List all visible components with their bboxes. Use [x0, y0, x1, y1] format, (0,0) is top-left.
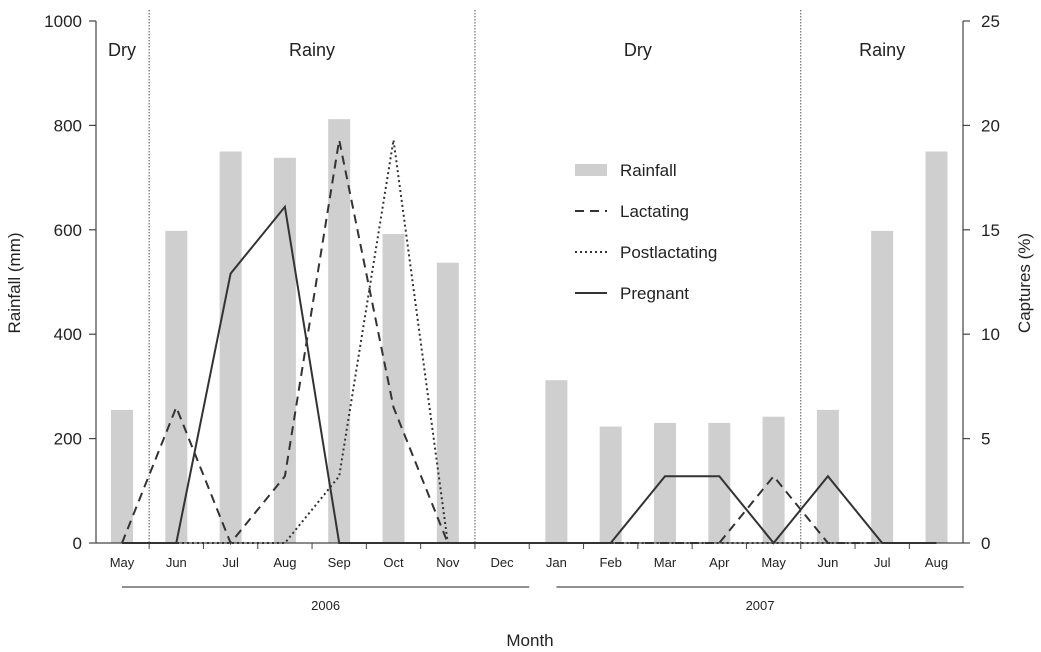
y-axis-right-tick-label: 0: [981, 534, 990, 553]
rainfall-bar: [708, 422, 731, 543]
legend-label: Postlactating: [620, 243, 717, 262]
legend-label: Pregnant: [620, 284, 689, 303]
y-axis-left-tick-label: 800: [54, 116, 82, 135]
y-axis-left-tick-label: 400: [54, 325, 82, 344]
season-label: Dry: [624, 40, 652, 60]
y-axis-left-tick-label: 600: [54, 221, 82, 240]
labels: Dry Rainy Dry Rainy: [108, 40, 905, 60]
year-label: 2007: [746, 598, 775, 613]
x-axis-tick-label: Nov: [436, 555, 460, 570]
rainfall-bars: [111, 119, 948, 544]
x-axis-tick-label: Jun: [817, 555, 838, 570]
axes: 0 200 400 600 800 1000 0 5 10 15 20 25 May Jun Jul Aug S…: [44, 12, 1000, 613]
season-label: Rainy: [289, 40, 335, 60]
rainfall-bar: [545, 380, 568, 543]
x-axis-tick-label: Aug: [273, 555, 296, 570]
x-axis-tick-label: Sep: [328, 555, 351, 570]
y-axis-right-tick-label: 15: [981, 221, 1000, 240]
season-dividers: [148, 10, 802, 543]
y-axis-right-title: Captures (%): [1015, 233, 1034, 333]
rainfall-bar: [436, 262, 459, 543]
x-axis-tick-label: Jan: [546, 555, 567, 570]
series-line-postlactating: [122, 139, 937, 544]
y-axis-right-tick-label: 25: [981, 12, 1000, 31]
y-axis-right-tick-label: 10: [981, 325, 1000, 344]
rainfall-bar: [165, 230, 188, 543]
x-axis-tick-label: Mar: [654, 555, 677, 570]
legend-swatch-rainfall: [575, 164, 607, 176]
x-axis-tick-label: Feb: [599, 555, 621, 570]
series-line-lactating: [121, 139, 937, 545]
y-axis-left-title: Rainfall (mm): [5, 232, 24, 333]
rainfall-bar: [762, 416, 785, 543]
x-axis-tick-label: Dec: [491, 555, 515, 570]
rainfall-bar: [599, 426, 622, 543]
x-axis-tick-label: Jun: [166, 555, 187, 570]
season-label: Rainy: [859, 40, 905, 60]
rainfall-bar: [871, 230, 894, 543]
rainfall-bar: [925, 151, 948, 543]
rainfall-bar: [328, 119, 351, 544]
rainfall-bar: [219, 151, 242, 543]
y-axis-right-tick-label: 20: [981, 116, 1000, 135]
year-label: 2006: [311, 598, 340, 613]
x-axis-tick-label: Apr: [709, 555, 730, 570]
y-axis-right-tick-label: 5: [981, 430, 990, 449]
capture-series: [121, 139, 937, 545]
series-line-pregnant: [122, 204, 937, 545]
x-axis-title: Month: [506, 631, 553, 650]
legend-label: Lactating: [620, 202, 689, 221]
x-axis-tick-label: Oct: [383, 555, 404, 570]
season-label: Dry: [108, 40, 136, 60]
y-axis-left-tick-label: 0: [73, 534, 82, 553]
x-axis-tick-label: Jul: [874, 555, 891, 570]
y-axis-left-tick-label: 200: [54, 430, 82, 449]
y-axis-left-tick-label: 1000: [44, 12, 82, 31]
legend-label: Rainfall: [620, 161, 677, 180]
x-axis-tick-label: May: [110, 555, 135, 570]
rainfall-bar: [111, 409, 133, 543]
rainfall-bar: [654, 422, 676, 543]
legend: Rainfall Lactating Postlactating Pregnant: [575, 161, 717, 303]
x-axis-tick-label: Jul: [222, 555, 239, 570]
x-axis-tick-label: May: [761, 555, 786, 570]
x-axis-tick-label: Aug: [925, 555, 948, 570]
rainfall-bar: [382, 233, 405, 543]
